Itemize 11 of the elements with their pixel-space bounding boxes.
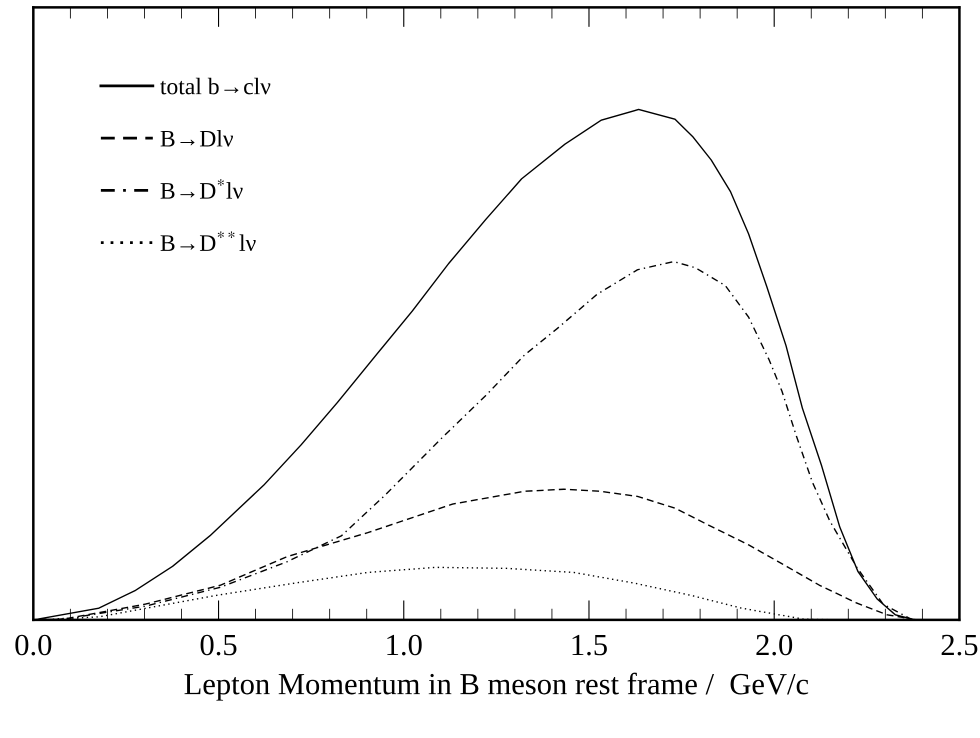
x-tick-label: 2.0 [756,634,792,656]
x-tick-label: 1.0 [387,634,422,656]
legend-label: total b→clν [160,78,270,94]
x-tick-label: 0.5 [200,634,236,656]
x-axis-title: Lepton Momentum in B meson rest frame / GeV/c [184,672,808,701]
legend-label: B→D$^{**}$lν [160,231,256,252]
x-tick-label: 2.5 [942,634,978,656]
x-tick-label: 1.5 [572,634,607,656]
legend-label: B→Dlν [160,130,233,147]
x-tick-label: 0.0 [15,634,52,656]
legend-label: B→D$^{*}$lν [160,179,243,199]
